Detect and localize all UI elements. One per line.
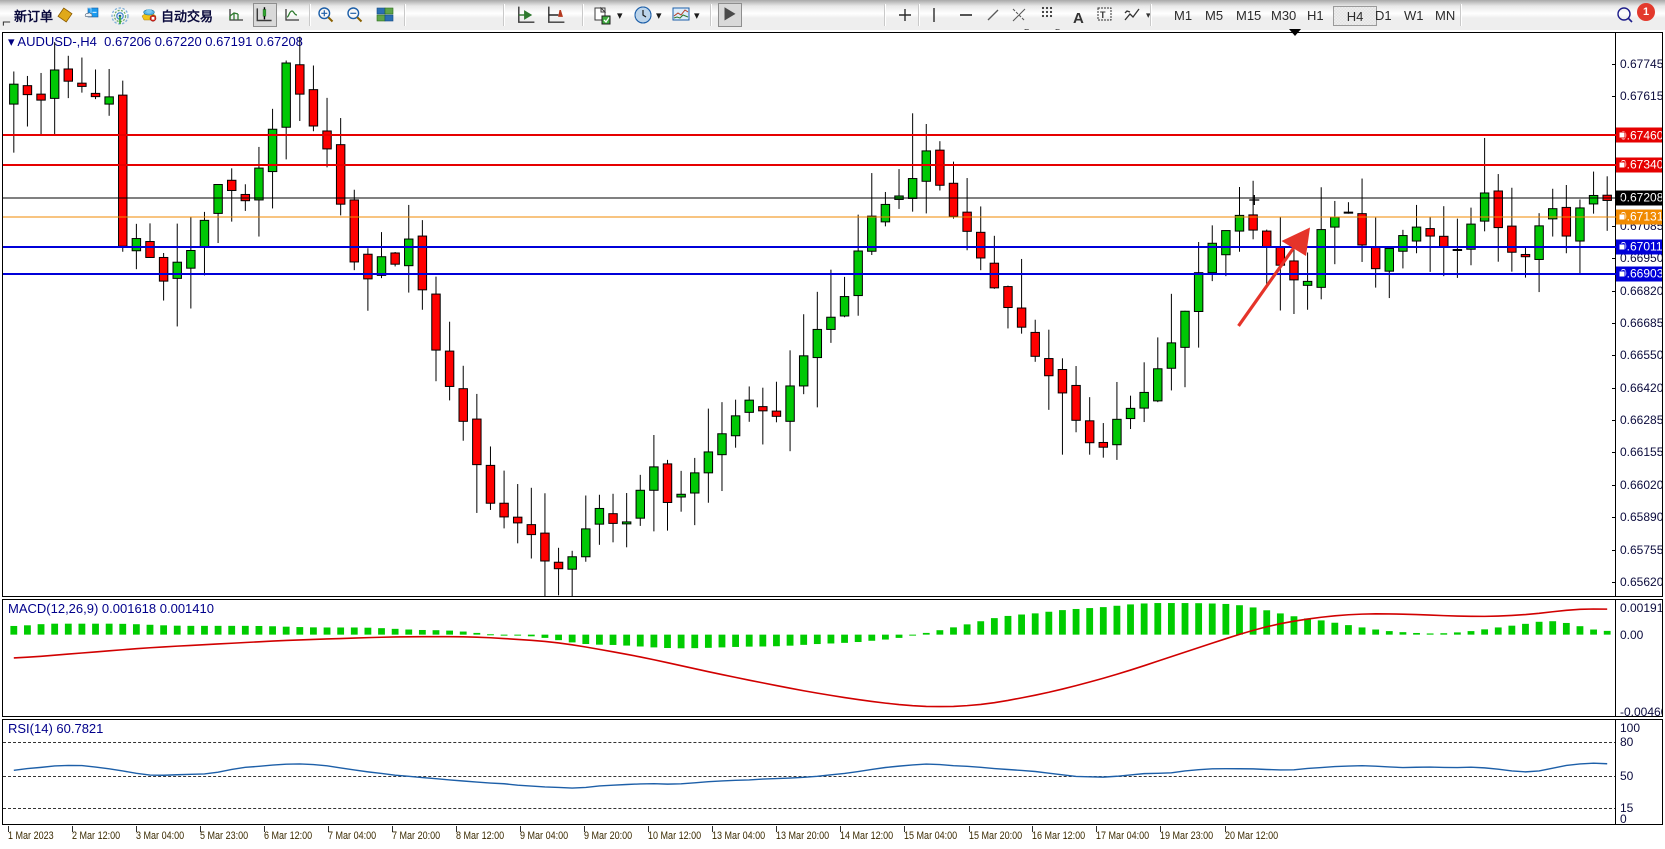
svg-text:T: T bbox=[1100, 10, 1106, 20]
